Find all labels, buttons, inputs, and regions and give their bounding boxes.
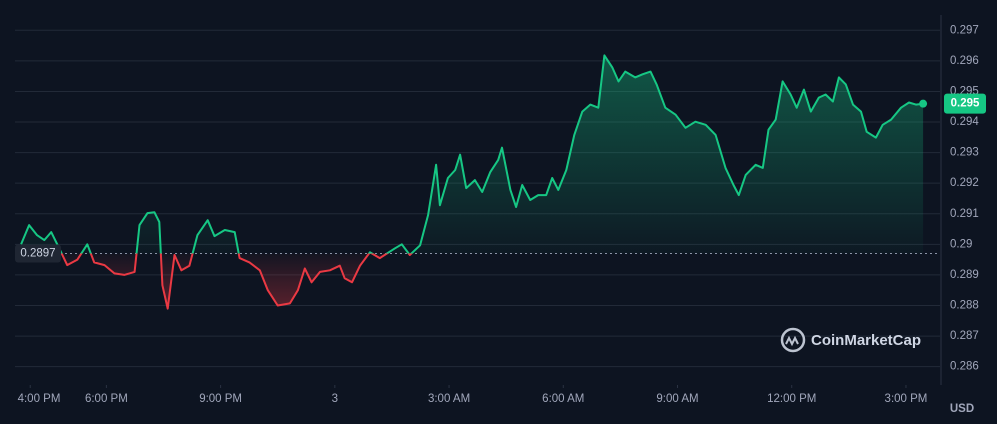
current-label: 0.295: [951, 98, 980, 110]
y-tick-label: 0.291: [950, 208, 979, 220]
baseline-label: 0.2897: [20, 248, 55, 260]
y-unit: USD: [950, 403, 974, 415]
current-label-bg: [944, 93, 986, 114]
x-tick-label: 12:00 PM: [767, 393, 816, 405]
y-tick-label: 0.286: [950, 361, 979, 373]
y-tick-label: 0.289: [950, 269, 979, 281]
x-tick-label: 9:00 PM: [199, 393, 242, 405]
price-area: [21, 55, 924, 309]
price-line: [20, 54, 924, 310]
y-tick-label: 0.293: [950, 147, 979, 159]
y-tick-label: 0.294: [950, 116, 979, 128]
y-tick-label: 0.287: [950, 330, 979, 342]
x-tick-label: 6:00 PM: [85, 393, 128, 405]
x-tick-label: 3: [332, 393, 338, 405]
x-tick-label: 9:00 AM: [656, 393, 698, 405]
y-tick-label: 0.296: [950, 55, 979, 67]
y-tick-label: 0.29: [950, 238, 972, 250]
x-tick-label: 6:00 AM: [542, 393, 584, 405]
x-tick-label: 3:00 AM: [428, 393, 470, 405]
baseline-label-bg: [15, 244, 61, 263]
watermark-logo: [780, 327, 806, 353]
current-dot: [919, 99, 928, 108]
x-tick-label: 4:00 PM: [18, 393, 61, 405]
y-tick-label: 0.288: [950, 300, 979, 312]
y-tick-label: 0.297: [950, 24, 979, 36]
plot-area: [15, 15, 942, 388]
watermark: CoinMarketCap: [811, 332, 921, 349]
y-tick-label: 0.292: [950, 177, 979, 189]
x-tick-label: 3:00 PM: [885, 393, 928, 405]
